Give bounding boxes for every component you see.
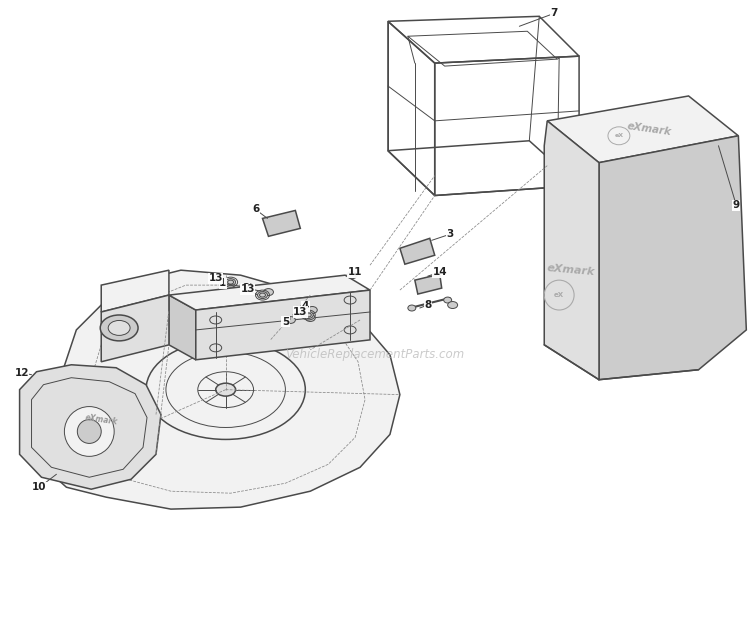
Ellipse shape [100,315,138,341]
Ellipse shape [305,315,315,321]
Text: 4: 4 [302,301,309,311]
Ellipse shape [263,288,274,295]
Polygon shape [599,136,746,379]
Polygon shape [20,364,161,489]
Text: 13: 13 [209,273,223,283]
Text: 3: 3 [446,229,453,239]
Polygon shape [548,96,738,163]
Text: eXmark: eXmark [547,263,596,277]
Text: 5: 5 [282,317,289,327]
Ellipse shape [216,383,236,396]
Text: 13: 13 [240,284,255,294]
Text: 14: 14 [433,267,447,277]
Ellipse shape [408,305,416,311]
Polygon shape [196,290,370,360]
Polygon shape [101,295,169,362]
Ellipse shape [226,278,236,285]
Polygon shape [415,274,442,294]
Text: eXmark: eXmark [84,413,118,426]
Text: 9: 9 [733,201,740,211]
Ellipse shape [286,316,296,323]
Ellipse shape [347,272,357,278]
Text: eX: eX [554,292,564,298]
Text: 6: 6 [252,204,260,214]
Ellipse shape [146,340,305,439]
Ellipse shape [303,312,313,318]
Ellipse shape [64,407,114,457]
Text: 12: 12 [14,368,28,378]
Text: 10: 10 [32,482,46,492]
Polygon shape [262,211,300,236]
Ellipse shape [77,419,101,444]
Text: eXmark: eXmark [626,121,672,137]
Polygon shape [169,295,196,360]
Text: eX: eX [614,133,623,138]
Ellipse shape [444,297,452,303]
Ellipse shape [108,320,130,335]
Text: 2: 2 [242,283,249,293]
Text: 11: 11 [348,267,362,277]
Polygon shape [544,121,599,379]
Ellipse shape [257,292,268,298]
Text: 8: 8 [424,300,431,310]
Polygon shape [101,270,169,312]
Ellipse shape [448,302,458,308]
Polygon shape [169,275,370,310]
Text: VehicleReplacementParts.com: VehicleReplacementParts.com [285,348,464,361]
Ellipse shape [244,283,254,290]
Text: 13: 13 [293,307,308,317]
Polygon shape [400,239,435,264]
Ellipse shape [308,307,317,313]
Polygon shape [46,270,400,509]
Text: 1: 1 [219,278,226,288]
Text: 7: 7 [550,8,558,18]
